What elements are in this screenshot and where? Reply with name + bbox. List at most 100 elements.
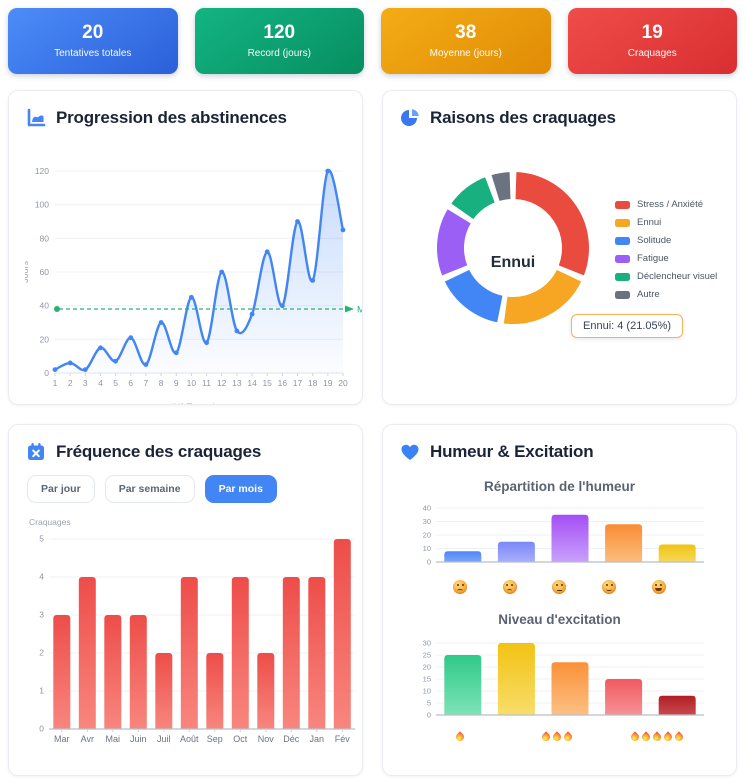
- data-point[interactable]: [249, 311, 255, 317]
- y-axis-title: Jours: [25, 261, 30, 284]
- abstinence-chart[interactable]: 0 20 40 60 80 100 120 1 2 3 4 5 6 7 8 9 10 11 12 13 14 15 16 17…: [25, 157, 362, 404]
- x-tick-label: Mai: [106, 734, 121, 744]
- humeur-svg[interactable]: 0 10 20 30 40: [410, 502, 710, 572]
- bar-4[interactable]: [155, 653, 173, 729]
- x-tick-label: 7: [144, 378, 149, 388]
- x-axis-title: N° Tentative: [173, 402, 224, 405]
- bar-3[interactable]: [604, 524, 642, 562]
- legend-item-0[interactable]: Stress / Anxiété: [615, 199, 717, 210]
- data-point[interactable]: [219, 269, 225, 275]
- panel-title: Fréquence des craquages: [56, 442, 262, 461]
- legend-item-1[interactable]: Ennui: [615, 217, 717, 228]
- frequence-chart[interactable]: 0 1 2 3 4 5 Mar Avr Mai Juin Juil Août Sep Oct Nov Déc J…: [25, 527, 355, 764]
- mood-slot-4: [634, 580, 684, 594]
- per-month-button[interactable]: Par mois: [204, 475, 277, 503]
- flame-slot-2: [533, 731, 582, 743]
- x-tick-label: Déc: [283, 734, 300, 744]
- x-tick-label: Juil: [157, 734, 171, 744]
- x-tick-label: 9: [174, 378, 179, 388]
- flame-slot-1: [484, 733, 533, 741]
- bar-0[interactable]: [53, 615, 71, 729]
- frequency-toggle-group: Par jour Par semaine Par mois: [27, 475, 346, 503]
- humeur-chart[interactable]: 0 10 20 30 40: [410, 502, 710, 577]
- data-point[interactable]: [128, 335, 134, 341]
- donut-svg[interactable]: [428, 163, 598, 333]
- mood-emoji-row: [410, 580, 684, 594]
- bar-2[interactable]: [551, 514, 588, 562]
- data-point[interactable]: [310, 278, 316, 283]
- bar-10[interactable]: [308, 577, 326, 729]
- data-point[interactable]: [52, 367, 58, 372]
- bar-0[interactable]: [443, 655, 481, 715]
- y-tick-label: 120: [35, 166, 49, 176]
- frequence-svg[interactable]: 0 1 2 3 4 5 Mar Avr Mai Juin Juil Août Sep Oct Nov Déc J…: [25, 527, 361, 759]
- mood-slot-0: [436, 580, 486, 594]
- bar-3[interactable]: [604, 679, 642, 715]
- data-point[interactable]: [204, 340, 210, 346]
- bar-4[interactable]: [658, 695, 696, 715]
- mood-emoji-distressed-icon: [453, 580, 468, 594]
- legend-item-2[interactable]: Solitude: [615, 235, 717, 246]
- panels-grid: Progression des abstinences 0 20 40 60 80 100…: [8, 90, 737, 776]
- x-tick-label: Oct: [233, 734, 248, 744]
- legend-swatch: [615, 236, 630, 245]
- data-point[interactable]: [234, 328, 240, 334]
- data-point[interactable]: [325, 168, 331, 174]
- donut-segment-4[interactable]: [448, 174, 497, 222]
- bar-0[interactable]: [443, 551, 481, 562]
- per-day-button[interactable]: Par jour: [27, 475, 95, 503]
- legend-item-4[interactable]: Déclencheur visuel: [615, 271, 717, 282]
- data-point[interactable]: [264, 249, 270, 255]
- stat-label: Tentatives totales: [54, 48, 132, 59]
- donut-segment-0[interactable]: [513, 170, 591, 278]
- x-tick-label: Fév: [335, 734, 351, 744]
- flame-icon: [551, 731, 563, 743]
- legend-item-5[interactable]: Autre: [615, 289, 717, 300]
- donut-segment-2[interactable]: [442, 267, 505, 325]
- excitation-svg[interactable]: 0 5 10 15 20 25 30: [410, 635, 710, 725]
- y-tick-label: 2: [39, 648, 44, 658]
- mood-emoji-neutral-icon: [552, 580, 567, 594]
- data-point[interactable]: [98, 345, 103, 351]
- data-point[interactable]: [143, 362, 149, 367]
- data-point[interactable]: [67, 360, 73, 366]
- data-point[interactable]: [173, 350, 179, 356]
- donut-segment-1[interactable]: [501, 267, 584, 326]
- bar-1[interactable]: [78, 577, 96, 729]
- bar-4[interactable]: [658, 544, 696, 563]
- bar-7[interactable]: [231, 577, 249, 729]
- bar-5[interactable]: [180, 577, 198, 729]
- data-point[interactable]: [158, 320, 164, 325]
- bar-8[interactable]: [257, 653, 275, 729]
- x-tick-label: Nov: [258, 734, 275, 744]
- x-tick-label: 18: [308, 378, 318, 388]
- panel-title: Raisons des craquages: [430, 108, 616, 127]
- bar-6[interactable]: [206, 653, 224, 729]
- excitation-chart[interactable]: 0 5 10 15 20 25 30: [410, 635, 710, 730]
- donut-segment-3[interactable]: [435, 206, 474, 278]
- bar-3[interactable]: [129, 615, 147, 729]
- data-point[interactable]: [280, 303, 285, 309]
- flame-icon: [640, 731, 652, 743]
- per-week-button[interactable]: Par semaine: [104, 475, 195, 503]
- bar-1[interactable]: [497, 541, 535, 562]
- bar-1[interactable]: [497, 643, 535, 715]
- data-point[interactable]: [340, 227, 346, 233]
- flame-icon: [672, 731, 685, 743]
- bar-9[interactable]: [282, 577, 300, 729]
- bar-2[interactable]: [551, 662, 588, 715]
- data-point[interactable]: [295, 219, 300, 224]
- legend-label: Solitude: [637, 235, 672, 246]
- raisons-chart[interactable]: Ennui Stress / Anxiété Ennui Solitude Fatig…: [399, 137, 720, 389]
- data-point[interactable]: [113, 358, 118, 364]
- data-point[interactable]: [189, 294, 194, 300]
- data-point[interactable]: [82, 367, 88, 372]
- donut-segment-5[interactable]: [489, 170, 513, 204]
- y-tick-label: 30: [422, 517, 430, 526]
- legend-item-3[interactable]: Fatigue: [615, 253, 717, 264]
- y-tick-label: 15: [422, 675, 430, 684]
- bar-11[interactable]: [333, 539, 351, 729]
- bar-2[interactable]: [104, 615, 122, 729]
- mood-slot-1: [485, 580, 535, 594]
